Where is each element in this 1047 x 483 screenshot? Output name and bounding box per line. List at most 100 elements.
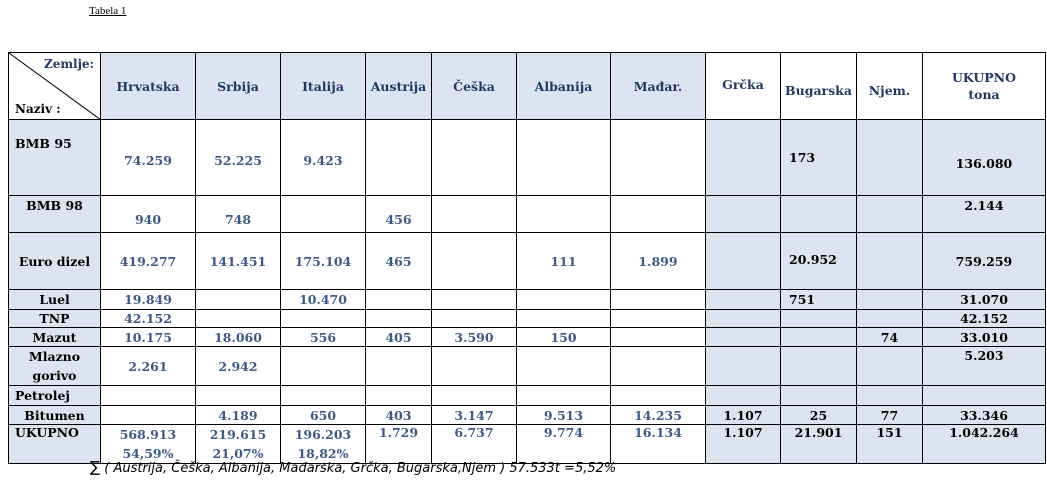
cell bbox=[100, 385, 196, 406]
cell bbox=[780, 327, 857, 347]
cell: 465 bbox=[365, 232, 432, 290]
col-header-njemacka: Njem. bbox=[856, 52, 923, 120]
cell: 568.913 54,59% bbox=[100, 424, 196, 464]
cell bbox=[516, 119, 611, 196]
cell: 759.259 bbox=[922, 232, 1046, 290]
cell: 175.104 bbox=[280, 232, 366, 290]
cell bbox=[705, 327, 781, 347]
col-header-italija: Italija bbox=[280, 52, 366, 120]
cell bbox=[365, 346, 432, 386]
cell bbox=[365, 309, 432, 328]
cell bbox=[705, 195, 781, 233]
cell bbox=[780, 309, 857, 328]
cell bbox=[610, 309, 706, 328]
table-row: Luel 19.849 10.470 751 31.070 bbox=[8, 289, 1046, 310]
row-label: Luel bbox=[8, 289, 101, 310]
header-row: Zemlje: Naziv : Hrvatska Srbija Italija … bbox=[8, 52, 1046, 120]
cell bbox=[610, 327, 706, 347]
total-percent: 21,07% bbox=[212, 446, 264, 461]
cell: 14.235 bbox=[610, 405, 706, 425]
cell: 19.849 bbox=[100, 289, 196, 310]
cell: 18.060 bbox=[195, 327, 281, 347]
cell: 10.470 bbox=[280, 289, 366, 310]
col-header-grcka: Grčka bbox=[705, 52, 781, 120]
row-label: Mazut bbox=[8, 327, 101, 347]
sum-icon: ∑ bbox=[90, 458, 101, 476]
cell: 456 bbox=[365, 195, 432, 233]
cell bbox=[610, 289, 706, 310]
cell bbox=[365, 289, 432, 310]
cell: 42.152 bbox=[100, 309, 196, 328]
cell bbox=[705, 232, 781, 290]
cell: 31.070 bbox=[922, 289, 1046, 310]
cell bbox=[610, 119, 706, 196]
cell: 196.203 18,82% bbox=[280, 424, 366, 464]
cell bbox=[431, 346, 517, 386]
cell: 150 bbox=[516, 327, 611, 347]
cell bbox=[431, 385, 517, 406]
cell bbox=[280, 385, 366, 406]
row-label-line2: gorivo bbox=[32, 368, 77, 383]
cell: 403 bbox=[365, 405, 432, 425]
cell: 3.590 bbox=[431, 327, 517, 347]
cell: 2.261 bbox=[100, 346, 196, 386]
cell: 650 bbox=[280, 405, 366, 425]
cell: 419.277 bbox=[100, 232, 196, 290]
cell bbox=[705, 119, 781, 196]
table-caption: Tabela 1 bbox=[89, 5, 127, 17]
row-label: Euro dizel bbox=[8, 232, 101, 290]
name-label: Naziv : bbox=[15, 102, 61, 116]
table-row: BMB 98 940 748 456 2.144 bbox=[8, 195, 1046, 233]
col-header-hrvatska: Hrvatska bbox=[100, 52, 196, 120]
cell bbox=[516, 289, 611, 310]
cell bbox=[431, 119, 517, 196]
table-row: Petrolej bbox=[8, 385, 1046, 406]
cell: 21.901 bbox=[780, 424, 857, 464]
table-row: Mlazno gorivo 2.261 2.942 5.203 bbox=[8, 346, 1046, 386]
table-row: TNP 42.152 42.152 bbox=[8, 309, 1046, 328]
cell bbox=[365, 119, 432, 196]
cell bbox=[780, 195, 857, 233]
cell bbox=[705, 385, 781, 406]
cell bbox=[610, 195, 706, 233]
cell: 2.144 bbox=[922, 195, 1046, 233]
cell: 4.189 bbox=[195, 405, 281, 425]
cell: 10.175 bbox=[100, 327, 196, 347]
cell bbox=[705, 309, 781, 328]
cell: 6.737 bbox=[431, 424, 517, 464]
cell bbox=[856, 195, 923, 233]
cell bbox=[516, 346, 611, 386]
cell bbox=[922, 385, 1046, 406]
cell: 16.134 bbox=[610, 424, 706, 464]
cell bbox=[431, 289, 517, 310]
row-label: TNP bbox=[8, 309, 101, 328]
cell bbox=[610, 346, 706, 386]
cell bbox=[280, 346, 366, 386]
table-row: Bitumen 4.189 650 403 3.147 9.513 14.235… bbox=[8, 405, 1046, 425]
total-row: UKUPNO 568.913 54,59% 219.615 21,07% 196… bbox=[8, 424, 1046, 464]
cell: 74.259 bbox=[100, 119, 196, 196]
table-row: Mazut 10.175 18.060 556 405 3.590 150 74… bbox=[8, 327, 1046, 347]
cell bbox=[610, 385, 706, 406]
cell: 9.774 bbox=[516, 424, 611, 464]
cell: 33.346 bbox=[922, 405, 1046, 425]
cell bbox=[516, 385, 611, 406]
cell bbox=[195, 309, 281, 328]
cell: 52.225 bbox=[195, 119, 281, 196]
diagonal-divider-icon bbox=[9, 53, 100, 119]
cell: 3.147 bbox=[431, 405, 517, 425]
cell bbox=[856, 385, 923, 406]
cell bbox=[365, 385, 432, 406]
total-value: 568.913 bbox=[119, 427, 177, 442]
cell: 136.080 bbox=[922, 119, 1046, 196]
cell: 33.010 bbox=[922, 327, 1046, 347]
cell bbox=[280, 195, 366, 233]
cell: 74 bbox=[856, 327, 923, 347]
col-header-total-line2: tona bbox=[968, 87, 1000, 102]
col-header-bugarska: Bugarska bbox=[780, 52, 857, 120]
countries-label: Zemlje: bbox=[43, 57, 94, 71]
row-label: Petrolej bbox=[8, 385, 101, 406]
cell: 2.942 bbox=[195, 346, 281, 386]
col-header-madjarska: Mađar. bbox=[610, 52, 706, 120]
cell: 25 bbox=[780, 405, 857, 425]
